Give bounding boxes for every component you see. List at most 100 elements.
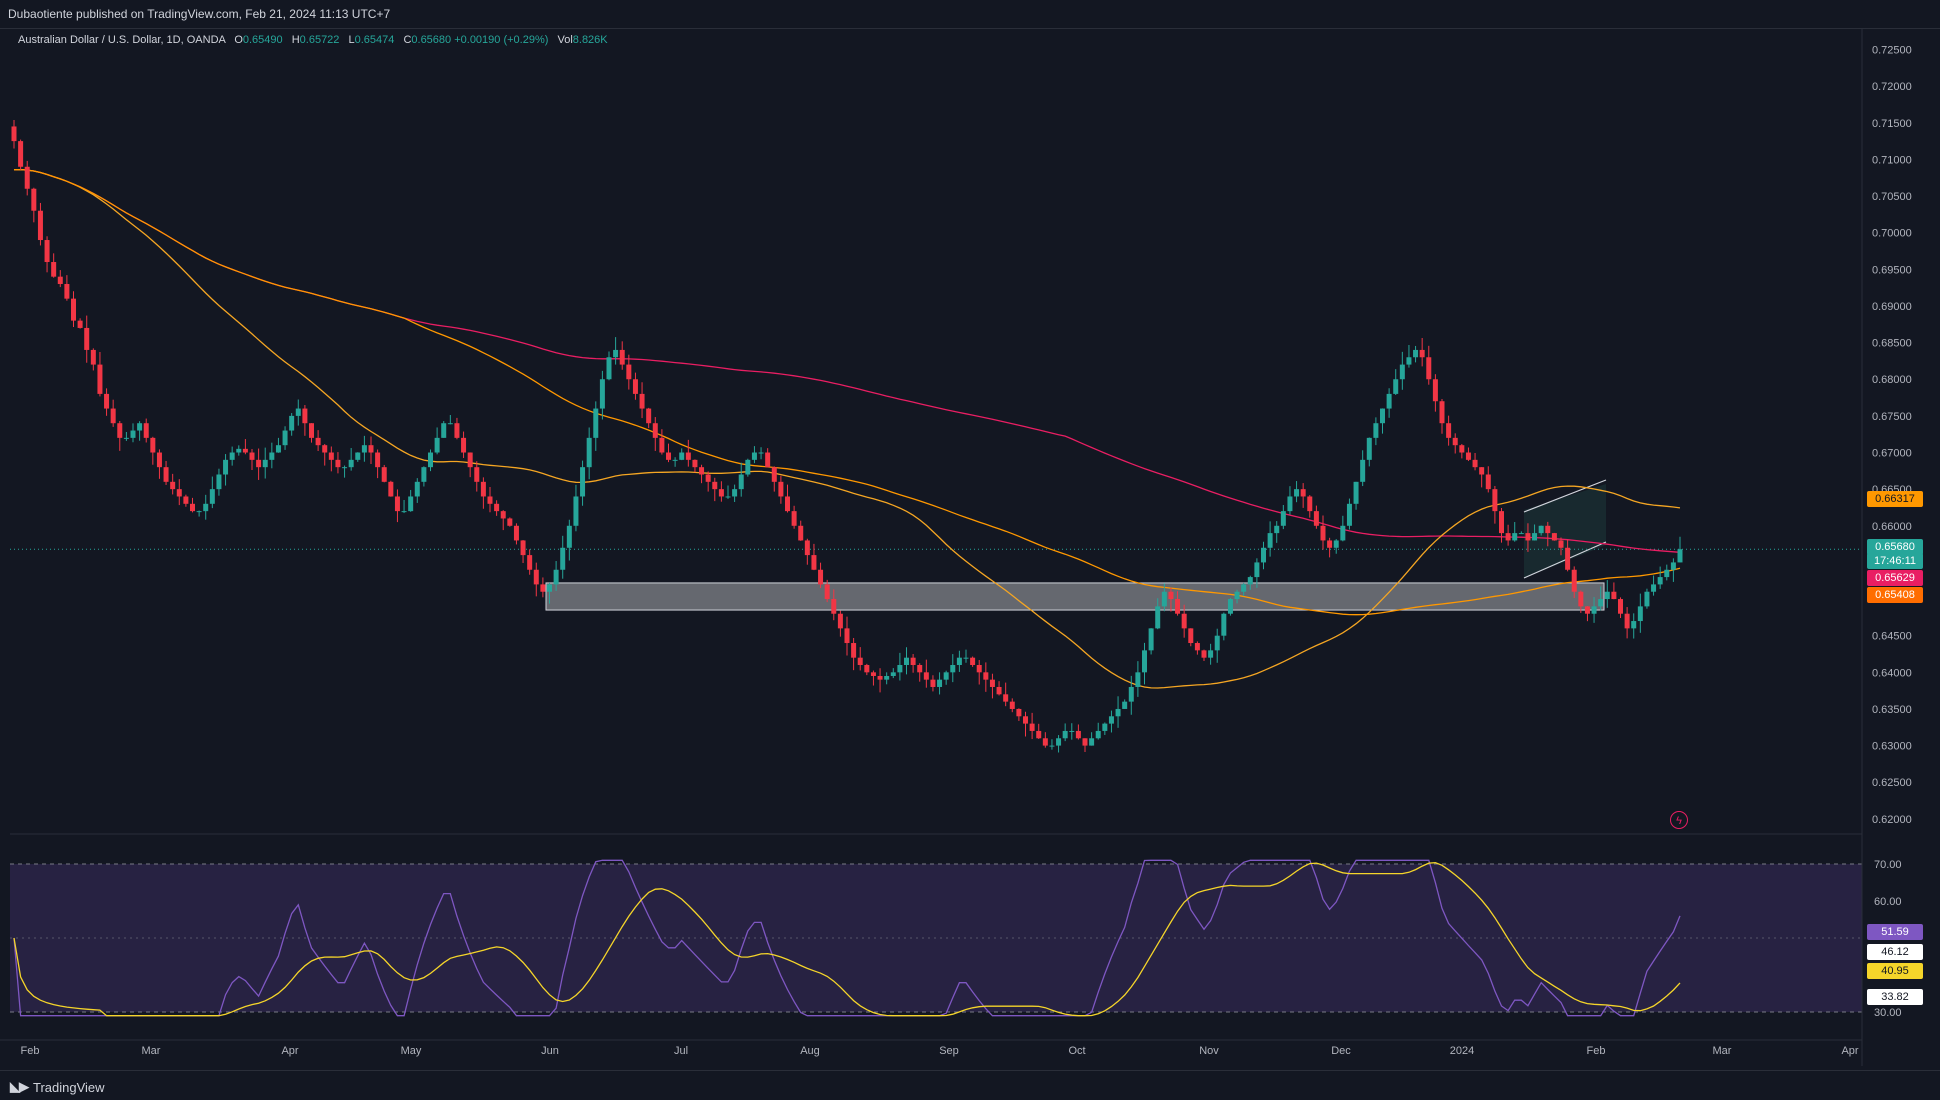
candle-body — [1168, 591, 1174, 600]
candle-body — [798, 525, 804, 541]
candle-body — [1584, 606, 1590, 614]
wedge-lower-line[interactable] — [1523, 541, 1607, 579]
price-axis-label: 0.68000 — [1872, 374, 1912, 386]
ma-upper-tag: 0.66317 — [1867, 491, 1923, 507]
price-axis-label: 0.64500 — [1872, 631, 1912, 643]
candle-body — [751, 452, 757, 460]
candle-body — [335, 459, 341, 468]
candle-body — [24, 166, 30, 189]
time-axis-label: Dec — [1331, 1045, 1351, 1057]
candle-body — [1637, 606, 1643, 622]
time-axis-label: Mar — [1713, 1045, 1732, 1057]
candle-body — [401, 511, 407, 513]
candle-body — [1525, 533, 1531, 541]
candle-body — [943, 672, 949, 680]
candle-body — [295, 408, 301, 416]
candle-body — [1505, 533, 1511, 541]
wedge-upper-line[interactable] — [1523, 479, 1607, 513]
candle-body — [851, 643, 857, 658]
candle-body — [289, 415, 295, 431]
candle-body — [771, 467, 777, 482]
low-label: L — [348, 34, 355, 46]
price-axis-label: 0.68500 — [1872, 338, 1912, 350]
candle-body — [170, 481, 176, 490]
candle-body — [1128, 686, 1134, 702]
candle-body — [1611, 591, 1617, 600]
candle-body — [190, 503, 195, 512]
candle-body — [500, 511, 506, 519]
candle-body — [877, 675, 883, 680]
brand[interactable]: ◣▶ TradingView — [10, 1079, 105, 1095]
candle-body — [1518, 533, 1524, 535]
candle-body — [1274, 525, 1280, 534]
candle-body — [467, 452, 473, 468]
time-axis-label: Feb — [21, 1045, 40, 1057]
time-axis-label: Mar — [142, 1045, 161, 1057]
candle-body — [1604, 591, 1610, 600]
candle-body — [1069, 730, 1075, 732]
candle-body — [533, 569, 539, 585]
support-zone[interactable] — [545, 582, 1605, 611]
candle-body — [699, 467, 705, 475]
candle-body — [1201, 650, 1207, 658]
candle-body — [183, 496, 189, 504]
time-axis-label: Apr — [281, 1045, 298, 1057]
candle-body — [652, 423, 658, 438]
candle-body — [1300, 489, 1306, 497]
candle-body — [870, 672, 876, 676]
symbol-title[interactable]: Australian Dollar / U.S. Dollar, 1D, OAN… — [18, 34, 226, 46]
time-axis-label: 2024 — [1450, 1045, 1474, 1057]
candle-body — [1485, 474, 1491, 490]
candle-body — [1161, 591, 1167, 607]
candle-body — [203, 503, 209, 512]
time-axis-label: Oct — [1068, 1045, 1085, 1057]
candle-body — [249, 452, 255, 460]
close-value: 0.65680 — [411, 34, 452, 46]
candle-body — [593, 408, 599, 438]
candle-body — [989, 679, 995, 687]
candle-body — [1267, 533, 1273, 548]
candle-body — [1419, 349, 1425, 358]
candle-body — [394, 496, 400, 512]
candle-body — [685, 452, 691, 460]
candle-body — [619, 349, 625, 365]
price-axis-label: 0.67000 — [1872, 448, 1912, 460]
time-axis-label: Feb — [1587, 1045, 1606, 1057]
candle-body — [71, 298, 76, 321]
candle-body — [57, 276, 63, 284]
candle-body — [1346, 503, 1352, 526]
ma-gold-line — [13, 168, 1681, 689]
candle-body — [328, 452, 334, 460]
candle-body — [573, 496, 579, 526]
candle-body — [1532, 533, 1538, 541]
candle-body — [130, 430, 136, 438]
candle-body — [513, 525, 519, 541]
open-value: 0.65490 — [242, 34, 283, 46]
candle-body — [110, 408, 116, 424]
candle-body — [580, 467, 586, 497]
candle-body — [487, 496, 493, 504]
candle-body — [963, 657, 969, 659]
candle-body — [791, 511, 797, 526]
candle-body — [474, 467, 480, 482]
candle-body — [1280, 511, 1286, 526]
rising-wedge-shade — [1524, 484, 1606, 578]
candle-body — [540, 584, 546, 592]
price-axis-label: 0.71500 — [1872, 118, 1912, 130]
price-axis-label: 0.72500 — [1872, 45, 1912, 57]
candle-body — [646, 408, 652, 424]
candle-body — [599, 379, 605, 409]
candle-body — [236, 448, 242, 453]
candle-body — [844, 628, 850, 644]
candle-body — [309, 423, 314, 438]
candle-body — [1644, 591, 1650, 607]
time-axis-label: Sep — [939, 1045, 959, 1057]
candle-body — [137, 423, 143, 431]
candle-body — [1465, 452, 1471, 460]
lightning-bolt-icon[interactable]: ϟ — [1670, 811, 1688, 829]
candle-body — [1135, 672, 1141, 687]
candle-body — [1122, 701, 1128, 709]
published-header: Dubaotiente published on TradingView.com… — [0, 0, 1940, 29]
candle-body — [1545, 525, 1551, 534]
